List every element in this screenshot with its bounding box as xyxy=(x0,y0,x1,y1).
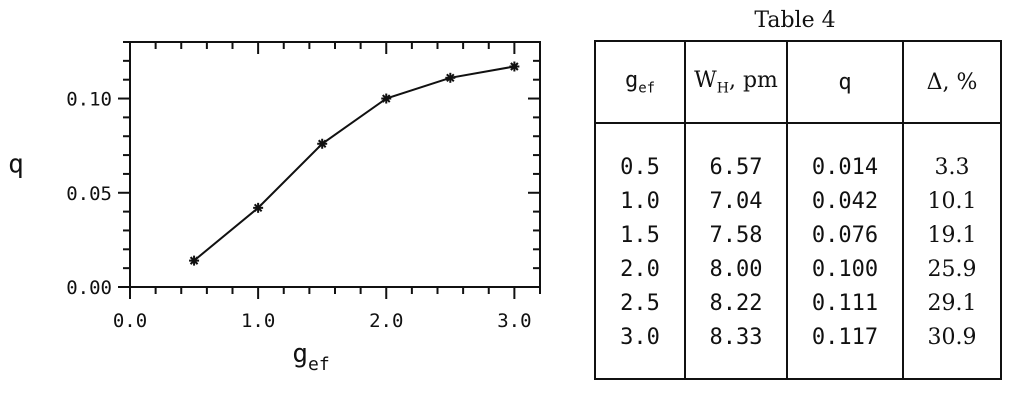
cell-delta: 29.1 xyxy=(902,286,1002,320)
table-panel: Table 4 gef WH, pm q Δ, % 0.5 6.57 0.014… xyxy=(590,0,1010,419)
asterisk-stroke xyxy=(382,94,391,103)
cell-q: 0.076 xyxy=(786,218,904,252)
data-point xyxy=(317,138,328,149)
asterisk-stroke xyxy=(189,256,199,265)
header-g-main: g xyxy=(624,67,639,93)
table-row: 2.0 8.00 0.100 25.9 xyxy=(594,252,1002,286)
plot-frame xyxy=(129,41,541,288)
cell-g: 2.5 xyxy=(594,286,686,320)
line-chart: 0.0 1.0 2.0 3.0 0.00 0.05 0.10 gef q xyxy=(8,41,541,375)
header-w-rest: , pm xyxy=(728,67,778,93)
cell-delta: 25.9 xyxy=(902,252,1002,286)
cell-w: 8.22 xyxy=(684,286,788,320)
table-header-row: gef WH, pm q Δ, % xyxy=(594,41,1002,124)
chart-svg: 0.0 1.0 2.0 3.0 0.00 0.05 0.10 gef q xyxy=(8,41,541,375)
x-axis-title: gef xyxy=(292,339,329,375)
x-axis-title-sub: ef xyxy=(308,354,330,375)
cell-delta: 30.9 xyxy=(902,320,1002,379)
data-point xyxy=(509,61,520,72)
data-point xyxy=(445,72,456,83)
x-tick-label: 1.0 xyxy=(241,310,275,332)
cell-q: 0.117 xyxy=(786,320,904,379)
table-row: 1.0 7.04 0.042 10.1 xyxy=(594,184,1002,218)
cell-g: 0.5 xyxy=(594,123,686,184)
header-w-main: W xyxy=(694,67,717,93)
header-w-sub: H xyxy=(716,80,729,97)
y-tick-label: 0.05 xyxy=(66,183,112,205)
header-g-ef: gef xyxy=(594,41,686,124)
asterisk-stroke xyxy=(317,139,327,148)
cell-w: 6.57 xyxy=(684,123,788,184)
data-table: gef WH, pm q Δ, % 0.5 6.57 0.014 3.3 1.0… xyxy=(594,40,1002,380)
x-tick-label: 3.0 xyxy=(497,310,531,332)
cell-w: 8.33 xyxy=(684,320,788,379)
y-tick-label: 0.00 xyxy=(66,277,112,299)
table-row: 3.0 8.33 0.117 30.9 xyxy=(594,320,1002,379)
header-q: q xyxy=(786,41,904,124)
header-w-h: WH, pm xyxy=(684,41,788,124)
cell-w: 8.00 xyxy=(684,252,788,286)
asterisk-stroke xyxy=(446,73,455,83)
cell-q: 0.100 xyxy=(786,252,904,286)
y-tick-label: 0.10 xyxy=(66,89,112,111)
asterisk-stroke xyxy=(253,203,263,213)
cell-delta: 3.3 xyxy=(902,123,1002,184)
cell-g: 3.0 xyxy=(594,320,686,379)
cell-q: 0.042 xyxy=(786,184,904,218)
cell-delta: 19.1 xyxy=(902,218,1002,252)
cell-w: 7.04 xyxy=(684,184,788,218)
table-caption: Table 4 xyxy=(754,8,836,33)
series-line xyxy=(193,65,515,262)
table-row: 1.5 7.58 0.076 19.1 xyxy=(594,218,1002,252)
header-delta: Δ, % xyxy=(902,41,1002,124)
x-tick-label: 2.0 xyxy=(369,310,403,332)
cell-delta: 10.1 xyxy=(902,184,1002,218)
cell-q: 0.014 xyxy=(786,123,904,184)
table-row: 0.5 6.57 0.014 3.3 xyxy=(594,123,1002,184)
cell-w: 7.58 xyxy=(684,218,788,252)
cell-g: 1.0 xyxy=(594,184,686,218)
x-tick-label: 0.0 xyxy=(113,310,147,332)
y-axis-title: q xyxy=(8,150,24,180)
cell-g: 1.5 xyxy=(594,218,686,252)
data-point xyxy=(189,255,200,266)
header-g-sub: ef xyxy=(638,80,656,97)
data-point xyxy=(381,93,392,104)
cell-g: 2.0 xyxy=(594,252,686,286)
asterisk-stroke xyxy=(510,62,519,71)
data-point xyxy=(253,202,264,213)
cell-q: 0.111 xyxy=(786,286,904,320)
table-row: 2.5 8.22 0.111 29.1 xyxy=(594,286,1002,320)
